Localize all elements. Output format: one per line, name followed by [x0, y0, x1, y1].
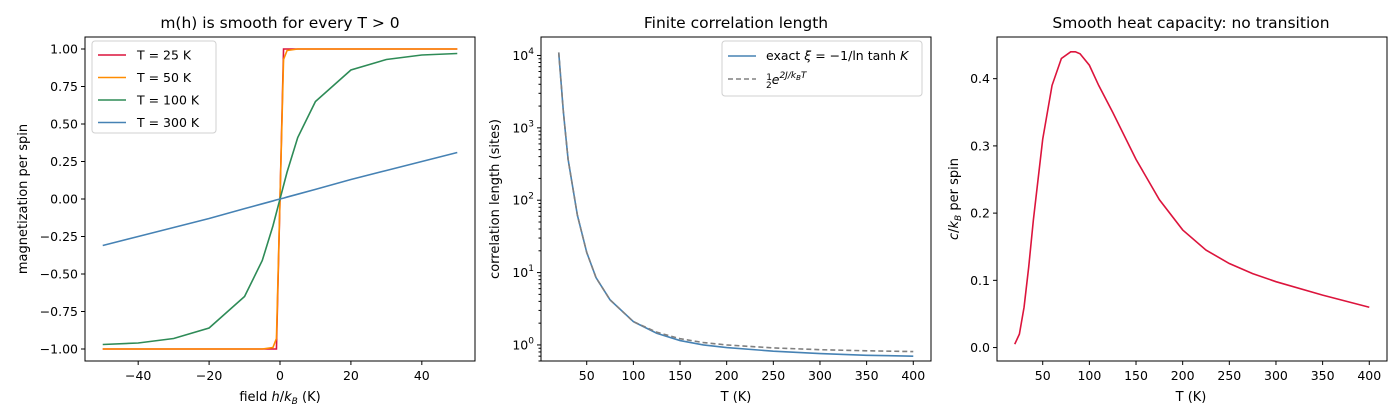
y-tick-label: 0.00 [50, 192, 78, 207]
series-line-1 [1014, 50, 1370, 345]
x-tick-label: 20 [343, 368, 359, 383]
axes-frame [540, 36, 932, 362]
y-tick-label: 0.75 [50, 79, 78, 94]
x-tick-label: 100 [621, 368, 645, 383]
panel-magnetization: m(h) is smooth for every T > 0 −40 −20 0 20… [16, 14, 476, 407]
legend-label-exact: exact ξ = −1/ln tanh K [766, 48, 910, 63]
panel1-legend-box [91, 40, 217, 134]
panel2-title: Finite correlation length [644, 14, 828, 32]
y-tick-label: −1.00 [40, 342, 78, 357]
y-tick-label: −0.75 [40, 304, 78, 319]
panel2-plot-area: 50 100 150 200 250 300 350 400 100 101 102 103 104 [512, 36, 932, 383]
panel1-title: m(h) is smooth for every T > 0 [160, 14, 399, 32]
x-tick-label: 250 [1217, 368, 1241, 383]
y-tick-label: 100 [512, 336, 534, 352]
y-tick-label: 0.25 [50, 154, 78, 169]
panel1-legend: T = 25 K T = 50 K T = 100 K T = 300 K [91, 40, 217, 134]
y-tick-label: 101 [512, 264, 534, 280]
x-tick-label: 40 [414, 368, 430, 383]
series-line-2 [557, 52, 914, 353]
x-tick-label: 150 [1124, 368, 1148, 383]
y-tick-label: 0.50 [50, 117, 78, 132]
y-tick-label: −0.25 [40, 229, 78, 244]
panel3-title: Smooth heat capacity: no transition [1052, 14, 1329, 32]
series-line-4 [102, 151, 458, 247]
y-tick-label: 102 [512, 192, 534, 208]
x-tick-label: 300 [808, 368, 832, 383]
panel3-ylabel: c/kB per spin [947, 158, 964, 240]
legend-label: T = 50 K [136, 70, 192, 85]
panel-correlation-length: Finite correlation length 50 100 150 200 250… [488, 14, 932, 405]
x-tick-label: 350 [1311, 368, 1335, 383]
x-tick-label: 200 [715, 368, 739, 383]
y-tick-label: 0.3 [970, 138, 990, 153]
legend-label: T = 25 K [136, 48, 192, 63]
x-tick-label: 50 [579, 368, 595, 383]
panel1-xlabel: field h/kB (K) [239, 390, 320, 407]
y-tick-label: 0.2 [970, 206, 990, 221]
x-tick-label: −20 [196, 368, 222, 383]
panel3-xlabel: T (K) [1175, 390, 1207, 405]
legend-label-approx: 1 2e2J/kBT [766, 71, 808, 91]
panel2-legend: exact ξ = −1/ln tanh K 1 2e2J/kBT [721, 40, 923, 97]
legend-label: T = 100 K [136, 93, 200, 108]
legend-label: T = 300 K [136, 115, 200, 130]
x-tick-label: 350 [855, 368, 879, 383]
x-tick-label: 400 [1357, 368, 1381, 383]
y-tick-label: 0.1 [970, 273, 990, 288]
x-tick-label: 50 [1035, 368, 1051, 383]
y-tick-label: 103 [512, 119, 534, 135]
panel1-ylabel: magnetization per spin [16, 124, 31, 274]
y-tick-label: 0.4 [970, 71, 990, 86]
panel2-xlabel: T (K) [720, 390, 752, 405]
y-tick-label: −0.50 [40, 267, 78, 282]
x-tick-label: 400 [901, 368, 925, 383]
axes-frame [996, 36, 1388, 362]
x-tick-label: 0 [276, 368, 284, 383]
panel2-legend-box [721, 40, 923, 97]
panel2-ylabel: correlation length (sites) [488, 119, 503, 279]
y-tick-label: 1.00 [50, 42, 78, 57]
y-tick-label: 0.0 [970, 340, 990, 355]
panel1-plot-area: −40 −20 0 20 40 −1.00 −0.75 −0.50 −0.25 0.00 0.25 0… [40, 36, 476, 383]
panel3-plot-area: 50 100 150 200 250 300 350 400 0.0 0.1 0.2 0.3 0.4 [970, 36, 1388, 383]
x-tick-label: 150 [668, 368, 692, 383]
x-tick-label: −40 [125, 368, 151, 383]
x-tick-label: 300 [1264, 368, 1288, 383]
panel-heat-capacity: Smooth heat capacity: no transition 50 10… [947, 14, 1388, 405]
x-tick-label: 200 [1171, 368, 1195, 383]
x-tick-label: 250 [761, 368, 785, 383]
series-line-1 [557, 52, 914, 357]
x-tick-label: 100 [1077, 368, 1101, 383]
y-tick-label: 104 [512, 47, 534, 63]
